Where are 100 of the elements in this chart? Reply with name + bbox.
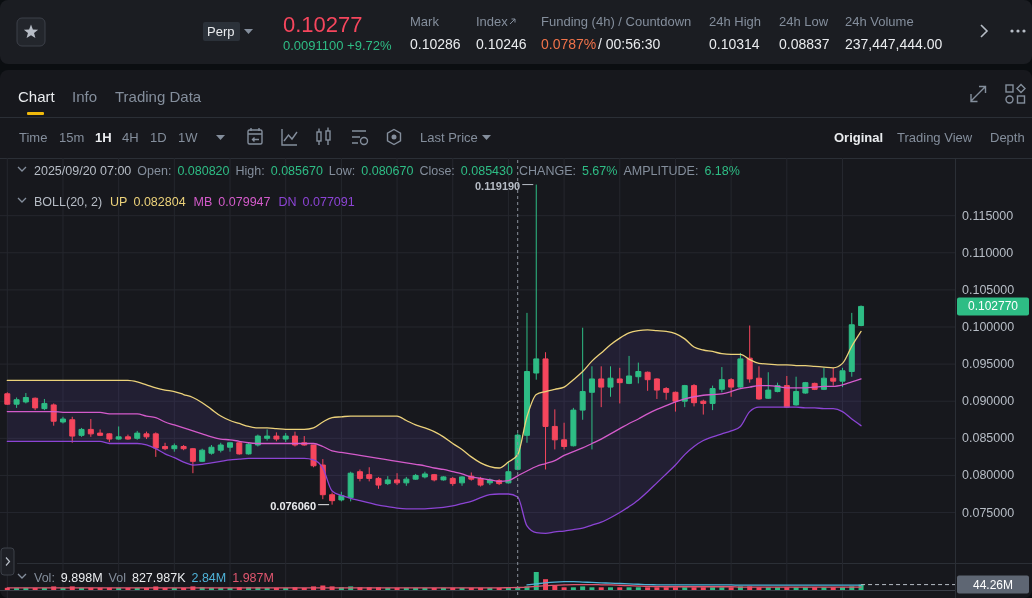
bar <box>385 587 391 590</box>
bar <box>301 587 307 590</box>
candlestick <box>820 367 827 391</box>
text: Chart <box>18 88 56 105</box>
line-series <box>6 329 862 469</box>
candlestick <box>291 431 298 447</box>
text: 1H <box>95 130 112 145</box>
bar <box>208 587 214 590</box>
text: 4H <box>122 130 139 145</box>
candlestick <box>551 408 558 450</box>
legend-title: BOLL(20, 2) <box>34 195 103 209</box>
candlestick <box>264 428 271 442</box>
candlestick <box>421 471 428 479</box>
candlestick <box>273 431 280 442</box>
candlestick <box>672 391 679 413</box>
bar <box>487 587 493 590</box>
text: Time <box>19 130 48 145</box>
candlestick <box>32 397 39 411</box>
candlestick <box>459 475 466 487</box>
candlestick <box>217 442 224 453</box>
annotation: 0.079947 <box>218 195 271 209</box>
bar <box>106 587 112 590</box>
candlestick <box>394 472 401 486</box>
candlestick <box>227 442 234 453</box>
annotation: 827.987K <box>131 571 187 585</box>
bar <box>580 586 586 590</box>
bar <box>626 587 632 590</box>
text: 0.08837 <box>779 36 830 52</box>
annotation: 0.080670 <box>361 164 414 178</box>
bar <box>14 587 20 590</box>
candlestick <box>366 466 373 482</box>
candlestick <box>848 312 855 378</box>
annotation: 0.077091 <box>302 195 355 209</box>
candlestick <box>319 458 326 500</box>
bar <box>645 587 651 590</box>
candlestick <box>588 365 595 450</box>
candlestick <box>412 473 419 481</box>
candlestick <box>681 384 688 408</box>
bar <box>459 587 465 590</box>
candlestick <box>143 431 150 440</box>
bar <box>450 587 456 590</box>
candlestick <box>134 430 141 441</box>
candlestick <box>505 460 512 485</box>
y-tick-label: 0.090000 <box>962 394 1015 409</box>
text: DN <box>278 195 297 209</box>
bar <box>23 587 29 590</box>
bar <box>654 587 660 590</box>
candlestick <box>765 371 772 400</box>
y-tick-label: 0.095000 <box>962 357 1015 372</box>
candlestick <box>653 377 660 400</box>
annotation: Vol: <box>34 571 55 585</box>
candlestick <box>22 392 29 404</box>
candlestick <box>106 432 113 443</box>
candlestick <box>199 448 206 463</box>
candlestick <box>755 365 762 401</box>
text: UP <box>110 195 128 209</box>
candlestick <box>691 383 698 407</box>
bar <box>79 587 85 590</box>
candlestick <box>50 402 57 427</box>
annotation: 0.080820 <box>177 164 230 178</box>
candlestick <box>329 491 336 506</box>
candlestick <box>282 432 289 443</box>
text: Depth <box>990 130 1025 145</box>
candlestick <box>13 397 20 409</box>
annotation: 0.085670 <box>270 164 323 178</box>
bar <box>403 587 409 590</box>
text: 24h Low <box>779 14 829 29</box>
bar <box>134 587 140 590</box>
annotation: 5.67% <box>581 164 618 178</box>
bar <box>264 587 270 590</box>
line-series <box>6 378 862 483</box>
candlestick <box>570 407 577 447</box>
text: Mark <box>410 14 440 29</box>
bar <box>635 587 641 590</box>
candlestick <box>616 367 623 404</box>
annotation: AMPLITUDE: <box>623 164 699 178</box>
candlestick <box>449 476 456 487</box>
bar <box>4 587 10 590</box>
candlestick <box>561 422 568 450</box>
candlestick <box>171 443 178 453</box>
text: 0.10286 <box>410 36 461 52</box>
candlestick <box>87 418 94 438</box>
y-tick-label: 0.085000 <box>962 431 1015 446</box>
text: 0.10277 <box>283 12 363 37</box>
y-tick-label: 0.080000 <box>962 468 1015 483</box>
ref-line-label: 44.26M <box>972 577 1014 592</box>
candlestick <box>635 362 642 384</box>
bar <box>663 587 669 590</box>
candlestick <box>533 184 540 381</box>
annotation: Vol <box>108 571 126 585</box>
candlestick <box>375 476 382 490</box>
candlestick <box>728 377 735 398</box>
bar <box>710 587 716 590</box>
candlestick <box>542 351 549 470</box>
candlestick <box>598 365 605 408</box>
candlestick <box>4 391 11 406</box>
bar <box>181 587 187 590</box>
y-tick-label: 0.075000 <box>962 505 1015 520</box>
candlestick <box>208 444 215 456</box>
bar <box>589 587 595 590</box>
